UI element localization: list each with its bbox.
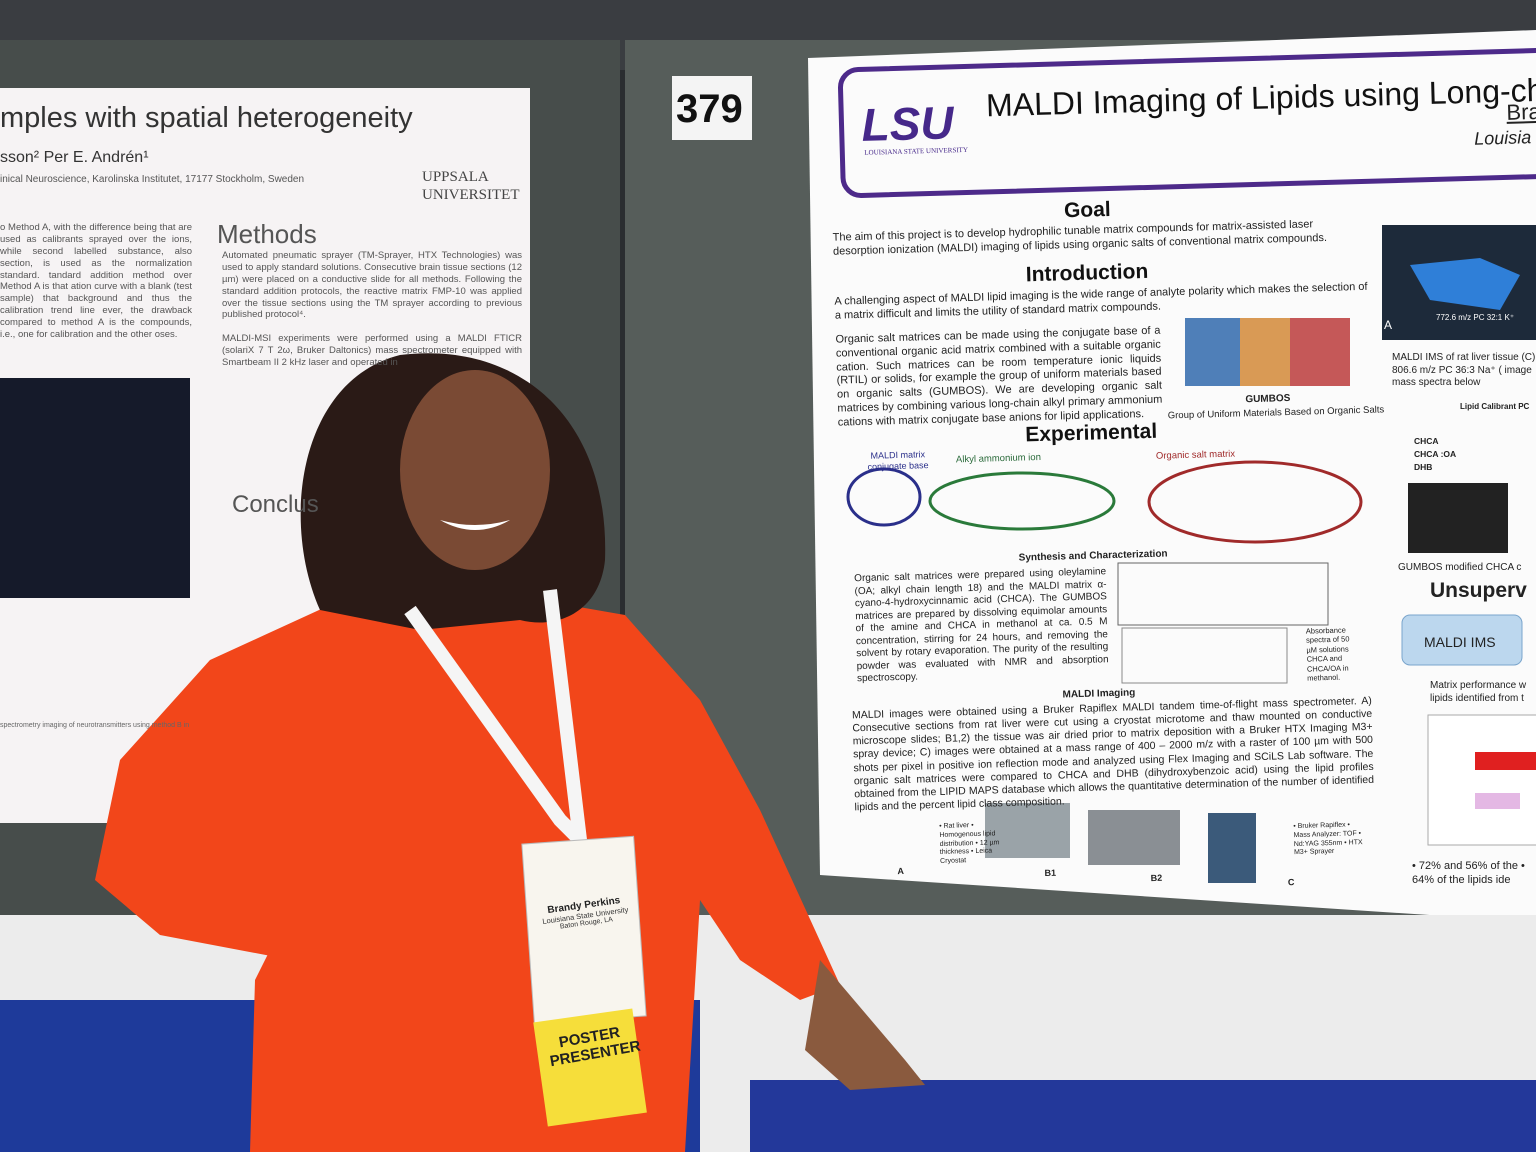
methods-heading: Methods <box>217 219 317 249</box>
gumbos-label: GUMBOS <box>1245 392 1291 406</box>
ims-box-label: MALDI IMS <box>1424 634 1496 650</box>
goal-heading: Goal <box>1063 197 1112 223</box>
left-affiliation: inical Neuroscience, Karolinska Institut… <box>0 174 305 185</box>
methods-text: Automated pneumatic sprayer (TM-Sprayer,… <box>222 250 522 321</box>
conclusion-heading: Conclus <box>232 491 319 518</box>
label-alkyl: Alkyl ammonium ion <box>955 451 1042 466</box>
unsup-heading: Unsuperv <box>1430 579 1527 602</box>
right-affiliation: Louisia <box>1473 127 1532 149</box>
photo-label: A <box>897 865 905 877</box>
label-salt: Organic salt matrix <box>1155 448 1236 462</box>
gumbos-block-mid <box>1240 318 1290 386</box>
gumbos-image <box>1408 483 1508 553</box>
table-row: DHB <box>1414 462 1433 472</box>
left-figure <box>0 378 190 598</box>
ribbon <box>533 1008 647 1127</box>
gumbos-caption: Group of Uniform Materials Based on Orga… <box>1167 404 1385 422</box>
photo-c <box>1208 813 1256 883</box>
salt-ellipse <box>1147 460 1363 544</box>
table-title: Lipid Calibrant PC <box>1460 402 1530 411</box>
left-intro: o Method A, with the difference being th… <box>0 222 192 340</box>
lsu-sub: LOUISIANA STATE UNIVERSITY <box>864 145 969 157</box>
smile <box>440 520 510 530</box>
compound-table <box>1117 562 1329 626</box>
experimental-heading: Experimental <box>1024 419 1158 447</box>
intro-text: A challenging aspect of MALDI lipid imag… <box>834 280 1368 322</box>
matrix-ellipse <box>846 467 922 527</box>
synthesis-heading: Synthesis and Characterization <box>1018 548 1168 564</box>
photo-label: B1 <box>1044 867 1057 879</box>
absorbance-caption: Absorbance spectra of 50 µM solutions CH… <box>1305 625 1350 683</box>
gumbos-block-right <box>1290 318 1350 386</box>
person-hand <box>805 960 925 1090</box>
imaging-text: MALDI images were obtained using a Bruke… <box>851 694 1375 814</box>
lsu-logo: LSU <box>860 96 955 151</box>
lanyard <box>404 589 590 860</box>
photo-b1 <box>985 803 1070 858</box>
person-face <box>400 370 550 570</box>
synthesis-text: Organic salt matrices were prepared usin… <box>854 566 1109 685</box>
logo-line2: UNIVERSITET <box>422 187 520 203</box>
chca-oa-bar <box>1475 752 1536 770</box>
imaging-heading: MALDI Imaging <box>1062 687 1136 701</box>
right-title: MALDI Imaging of Lipids using Long-chain <box>985 70 1536 124</box>
gumbos-caption2: GUMBOS modified CHCA c <box>1398 562 1522 573</box>
side-caption: MALDI IMS of rat liver tissue (C) 806.6 … <box>1392 352 1536 388</box>
title-frame <box>837 47 1536 198</box>
left-title: mples with spatial heterogeneity <box>0 102 413 134</box>
image-label: 772.6 m/z PC 32:1 K⁺ <box>1436 313 1515 322</box>
logo-line1: UPPSALA <box>422 169 489 185</box>
absorbance-plot <box>1121 627 1288 684</box>
photo-b2 <box>1088 810 1180 865</box>
table-skirt-right <box>750 1080 1536 1152</box>
bullets: • 72% and 56% of the • 64% of the lipids… <box>1412 860 1525 886</box>
chca-bar <box>1475 793 1520 809</box>
ims-box <box>1401 614 1523 666</box>
list-c: • Bruker Rapiflex • Mass Analyzer: TOF •… <box>1293 821 1363 857</box>
methods-text2: MALDI-MSI experiments were performed usi… <box>222 333 522 368</box>
list-a: • Rat liver • Homogenous lipid distribut… <box>939 822 1000 865</box>
person-shirt <box>95 595 840 1152</box>
intro-heading: Introduction <box>1025 259 1149 287</box>
right-author: Bra <box>1506 98 1536 125</box>
performance-text: Matrix performance w lipids identified f… <box>1430 680 1527 704</box>
table-row: CHCA :OA <box>1414 449 1457 459</box>
photo-label: C <box>1287 877 1295 888</box>
liver-tissue <box>1410 258 1520 310</box>
photo-label: B2 <box>1150 872 1163 884</box>
label-matrix: MALDI matrix conjugate base <box>867 449 929 473</box>
board-number: 379 <box>676 87 743 131</box>
goal-text: The aim of this project is to develop hy… <box>832 218 1328 258</box>
performance-chart <box>1427 714 1536 846</box>
intro-text2: Organic salt matrices can be made using … <box>835 324 1163 429</box>
image-corner: A <box>1384 318 1393 332</box>
alkyl-ellipse <box>928 471 1116 531</box>
left-authors: sson² Per E. Andrén¹ <box>0 149 149 166</box>
table-row: CHCA <box>1414 436 1439 446</box>
number-card <box>672 76 752 140</box>
figure-caption: spectrometry imaging of neurotransmitter… <box>0 722 190 729</box>
